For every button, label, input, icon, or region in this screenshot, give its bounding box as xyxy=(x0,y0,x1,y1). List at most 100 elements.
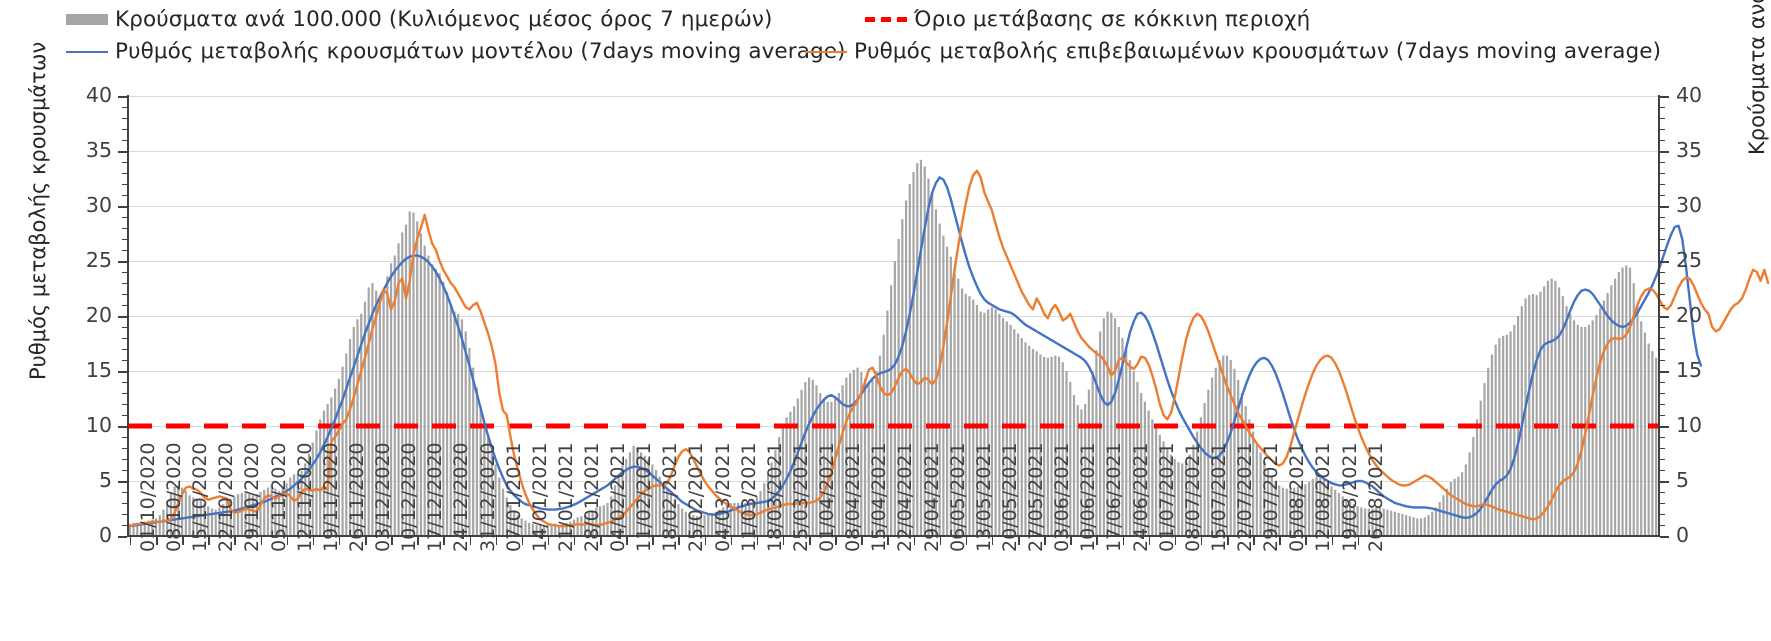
y-tick-major xyxy=(1659,206,1669,208)
y-tick-minor xyxy=(122,162,127,164)
x-tick xyxy=(1331,536,1333,545)
bar xyxy=(1464,464,1467,536)
bar xyxy=(210,508,214,536)
legend-item-red-threshold[interactable]: Όριο μετάβασης σε κόκκινη περιοχή xyxy=(865,7,1310,32)
bar xyxy=(307,453,311,536)
bar xyxy=(1072,395,1076,536)
bar xyxy=(1225,355,1229,536)
bar xyxy=(528,522,531,536)
bar xyxy=(203,503,206,536)
bar xyxy=(281,487,284,536)
bar xyxy=(154,518,158,536)
bar xyxy=(699,516,702,536)
x-tick xyxy=(495,536,498,545)
bar xyxy=(1274,481,1277,536)
bar xyxy=(1363,508,1367,536)
bar xyxy=(136,522,139,536)
bar xyxy=(147,520,150,536)
x-tick xyxy=(678,536,680,545)
bar xyxy=(457,313,460,536)
plot-area xyxy=(128,96,1770,537)
y-tick-minor xyxy=(1659,448,1665,450)
bar xyxy=(438,273,441,536)
y-tick-major xyxy=(118,481,127,483)
y-tick-minor xyxy=(122,305,127,307)
bar xyxy=(132,522,135,536)
bar xyxy=(345,353,348,536)
gridline xyxy=(128,481,1658,482)
bar xyxy=(1423,517,1426,536)
legend-item-cases-per-100k[interactable]: Κρούσματα ανά 100.000 (Κυλιόμενος μέσος … xyxy=(66,7,773,32)
x-tick xyxy=(1279,536,1281,545)
bar xyxy=(1259,452,1262,536)
y-axis-tick-label: 35 xyxy=(1676,138,1703,162)
bar xyxy=(796,398,799,536)
bar xyxy=(1483,383,1486,536)
y-axis-tick-label: 30 xyxy=(85,193,112,217)
bar xyxy=(561,523,564,536)
x-tick xyxy=(991,536,994,545)
bar xyxy=(1513,324,1516,536)
bar xyxy=(591,510,594,536)
bar xyxy=(143,521,146,536)
bar xyxy=(516,515,520,536)
legend-bar-swatch-icon xyxy=(66,14,108,25)
bar xyxy=(1431,511,1434,536)
bar xyxy=(1397,512,1400,536)
bar xyxy=(1031,349,1035,536)
bar xyxy=(766,473,770,536)
bar xyxy=(1416,518,1419,536)
bar xyxy=(1382,508,1385,536)
bar xyxy=(1449,482,1452,536)
legend-item-model-rate[interactable]: Ρυθμός μεταβολής κρουσμάτων μοντέλου (7d… xyxy=(66,39,846,64)
bar xyxy=(1113,318,1117,536)
bar xyxy=(169,492,173,536)
y-tick-minor xyxy=(122,118,127,120)
bar xyxy=(565,522,568,536)
bar xyxy=(886,310,889,536)
y-tick-minor xyxy=(122,525,127,527)
x-tick xyxy=(1357,536,1360,545)
bar xyxy=(1393,511,1397,536)
x-tick xyxy=(1253,536,1255,545)
bar xyxy=(542,525,546,536)
bar xyxy=(1110,312,1113,536)
bar xyxy=(1528,295,1531,536)
bar xyxy=(1192,444,1195,536)
y-axis-left-title: Ρυθμός μεταβολής κρουσμάτων xyxy=(26,41,50,380)
y-axis-tick-label: 20 xyxy=(1676,303,1703,327)
bar xyxy=(931,193,934,536)
legend-item-confirmed-rate[interactable]: Ρυθμός μεταβολής επιβεβαιωμένων κρουσμάτ… xyxy=(805,39,1661,64)
x-tick xyxy=(1200,536,1203,545)
bar xyxy=(751,499,755,536)
chart-legend: Κρούσματα ανά 100.000 (Κυλιόμενος μέσος … xyxy=(0,0,1771,68)
bar xyxy=(423,245,426,536)
bar xyxy=(1278,485,1281,536)
bar xyxy=(218,507,221,536)
bar xyxy=(1457,476,1460,536)
gridline xyxy=(128,371,1658,372)
bar xyxy=(348,339,352,536)
bar xyxy=(1207,389,1210,536)
x-tick xyxy=(887,536,889,545)
bar xyxy=(367,287,370,536)
bar xyxy=(1046,357,1049,536)
bar xyxy=(960,288,964,536)
bar xyxy=(1069,382,1072,536)
bar xyxy=(647,459,650,536)
y-tick-major xyxy=(118,261,127,263)
y-tick-minor xyxy=(1659,404,1665,406)
bar xyxy=(1199,417,1202,536)
bar xyxy=(1487,367,1490,536)
gridline xyxy=(128,316,1658,317)
bar xyxy=(975,305,979,536)
bar xyxy=(386,276,389,536)
y-tick-minor xyxy=(1659,470,1665,472)
y-tick-minor xyxy=(122,250,127,252)
bar xyxy=(445,291,449,536)
bar xyxy=(860,372,863,536)
y-axis-tick-label: 15 xyxy=(1676,358,1703,382)
bar xyxy=(1550,278,1553,536)
bar xyxy=(845,377,848,536)
bar xyxy=(442,281,445,536)
